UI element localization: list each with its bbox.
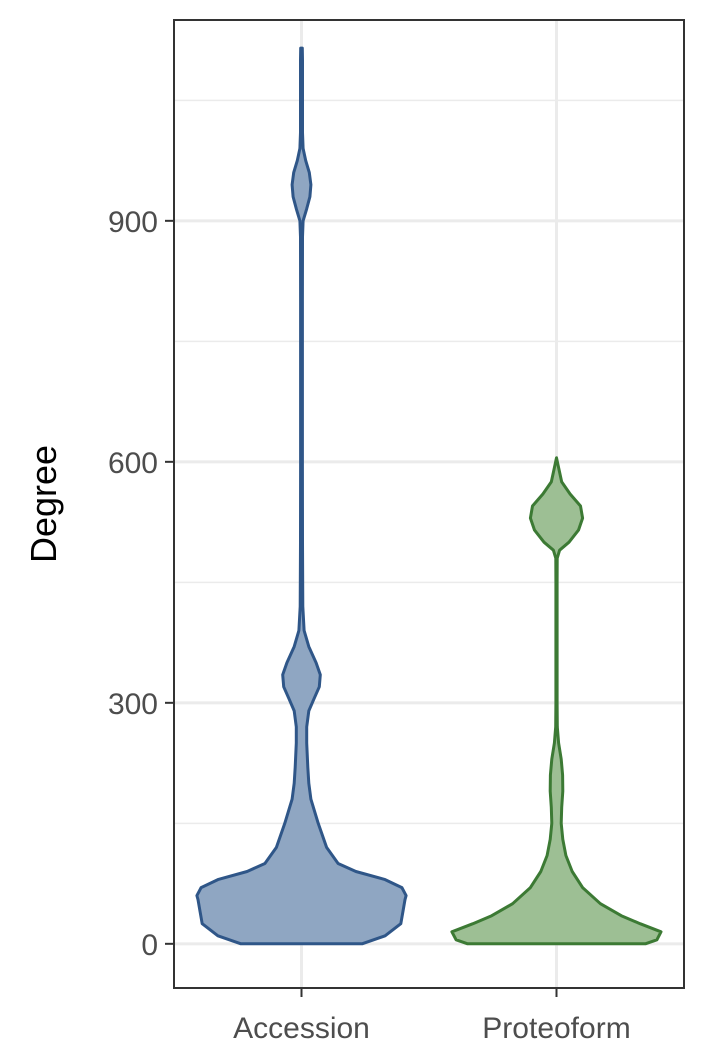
y-tick-label: 900 xyxy=(108,206,158,239)
x-tick-label-proteoform: Proteoform xyxy=(482,1012,630,1045)
y-tick-label: 0 xyxy=(141,929,158,962)
axes: 0 300 600 900 Accession Proteoform xyxy=(108,206,631,1045)
violin-proteoform xyxy=(450,456,663,946)
x-tick-label-accession: Accession xyxy=(233,1012,370,1045)
gridlines xyxy=(174,20,684,988)
y-axis-title: Degree xyxy=(23,445,64,563)
panel-border xyxy=(173,19,685,989)
y-tick-label: 600 xyxy=(108,447,158,480)
y-tick-label: 300 xyxy=(108,688,158,721)
violins xyxy=(195,46,663,946)
violin-accession xyxy=(195,46,408,946)
